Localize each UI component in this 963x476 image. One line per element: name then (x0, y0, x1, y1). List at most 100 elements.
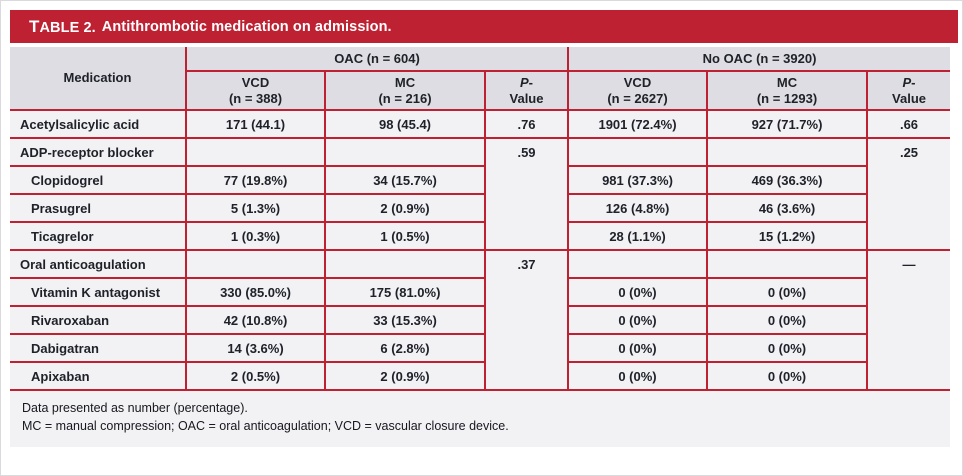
col-header-p-value-oac: P- Value (484, 69, 569, 112)
cell-p-oac: .37 (484, 249, 569, 392)
row-label: Clopidogrel (10, 165, 187, 196)
row-label: Oral anticoagulation (10, 249, 187, 280)
col-header-medication: Medication (10, 47, 187, 112)
cell-oac-mc: 2 (0.9%) (324, 193, 486, 224)
cell-oac-mc (324, 249, 486, 280)
cell-no-oac-mc: 0 (0%) (706, 333, 868, 364)
cell-oac-vcd (185, 137, 326, 168)
row-label: Dabigatran (10, 333, 187, 364)
col-header-oac-vcd: VCD (n = 388) (185, 69, 326, 112)
p-value-word: Value (509, 90, 544, 106)
col-header-oac-mc: MC (n = 216) (324, 69, 486, 112)
table-row-vitamin-k-antagonist: Vitamin K antagonist 330 (85.0%) 175 (81… (10, 277, 950, 308)
cell-no-oac-mc (706, 249, 868, 280)
col-header-no-oac-vcd-line1: VCD (623, 75, 652, 90)
col-header-oac-vcd-line1: VCD (241, 75, 270, 90)
cell-no-oac-vcd: 126 (4.8%) (567, 193, 708, 224)
medication-table: Medication OAC (n = 604) No OAC (n = 392… (10, 47, 951, 392)
cell-no-oac-mc: 0 (0%) (706, 361, 868, 392)
table-row-prasugrel: Prasugrel 5 (1.3%) 2 (0.9%) 126 (4.8%) 4… (10, 193, 950, 224)
cell-oac-vcd: 14 (3.6%) (185, 333, 326, 364)
cell-no-oac-mc: 469 (36.3%) (706, 165, 868, 196)
row-label: Rivaroxaban (10, 305, 187, 336)
cell-no-oac-vcd: 0 (0%) (567, 305, 708, 336)
cell-oac-mc: 6 (2.8%) (324, 333, 486, 364)
cell-oac-mc: 2 (0.9%) (324, 361, 486, 392)
cell-no-oac-vcd: 0 (0%) (567, 361, 708, 392)
row-label: ADP-receptor blocker (10, 137, 187, 168)
table-body: Acetylsalicylic acid 171 (44.1) 98 (45.4… (10, 109, 951, 392)
cell-p-no-oac: — (865, 249, 951, 392)
cell-oac-vcd: 42 (10.8%) (185, 305, 326, 336)
cell-no-oac-mc: 15 (1.2%) (706, 221, 868, 252)
cell-p-oac: .76 (484, 109, 569, 140)
p-value-hyphen: - (528, 75, 533, 90)
col-header-no-oac-vcd-line2: (n = 2627) (607, 90, 668, 106)
cell-oac-mc (324, 137, 486, 168)
table-row-rivaroxaban: Rivaroxaban 42 (10.8%) 33 (15.3%) 0 (0%)… (10, 305, 950, 336)
table-row-acetylsalicylic-acid: Acetylsalicylic acid 171 (44.1) 98 (45.4… (10, 109, 951, 140)
table-title-bar: TABLE 2. Antithrombotic medication on ad… (10, 10, 958, 43)
group-header-no-oac: No OAC (n = 3920) (566, 47, 951, 72)
cell-no-oac-vcd: 0 (0%) (567, 277, 708, 308)
cell-oac-vcd: 2 (0.5%) (185, 361, 326, 392)
cell-p-no-oac: .25 (865, 137, 951, 252)
cell-oac-mc: 175 (81.0%) (324, 277, 486, 308)
table-footnotes: Data presented as number (percentage). M… (10, 391, 950, 440)
cell-no-oac-vcd: 28 (1.1%) (567, 221, 708, 252)
cell-oac-mc: 34 (15.7%) (324, 165, 486, 196)
cell-oac-mc: 33 (15.3%) (324, 305, 486, 336)
p-value-hyphen: - (911, 75, 916, 90)
cell-oac-vcd (185, 249, 326, 280)
row-label: Vitamin K antagonist (10, 277, 187, 308)
table-row-dabigatran: Dabigatran 14 (3.6%) 6 (2.8%) 0 (0%) 0 (… (10, 333, 950, 364)
col-header-oac-mc-line2: (n = 216) (378, 90, 432, 106)
table-title-text: Antithrombotic medication on admission. (101, 18, 392, 35)
cell-oac-vcd: 171 (44.1) (185, 109, 326, 140)
table-header: Medication OAC (n = 604) No OAC (n = 392… (10, 47, 951, 112)
col-header-oac-vcd-line2: (n = 388) (228, 90, 283, 106)
table-row-clopidogrel: Clopidogrel 77 (19.8%) 34 (15.7%) 981 (3… (10, 165, 950, 196)
col-header-p-value-no-oac: P- Value (865, 69, 951, 112)
table-title-label: TABLE 2. (29, 16, 96, 36)
cell-oac-vcd: 77 (19.8%) (185, 165, 326, 196)
table-row-adp-receptor-blocker: ADP-receptor blocker .59 .25 (10, 137, 951, 252)
row-label: Acetylsalicylic acid (10, 109, 187, 140)
cell-oac-vcd: 1 (0.3%) (185, 221, 326, 252)
cell-oac-vcd: 330 (85.0%) (185, 277, 326, 308)
footnote-line-2: MC = manual compression; OAC = oral anti… (22, 418, 509, 433)
col-header-oac-mc-line1: MC (394, 75, 416, 90)
header-sub-row: VCD (n = 388) MC (n = 216) P- Value VCD … (10, 69, 951, 112)
cell-no-oac-mc: 0 (0%) (706, 277, 868, 308)
cell-oac-mc: 98 (45.4) (324, 109, 486, 140)
cell-no-oac-mc (706, 137, 868, 168)
table-block: Medication OAC (n = 604) No OAC (n = 392… (10, 47, 951, 447)
cell-oac-mc: 1 (0.5%) (324, 221, 486, 252)
cell-no-oac-mc: 46 (3.6%) (706, 193, 868, 224)
cell-no-oac-mc: 927 (71.7%) (706, 109, 868, 140)
cell-no-oac-vcd (567, 249, 708, 280)
table-row-oral-anticoagulation: Oral anticoagulation .37 — (10, 249, 951, 392)
col-header-no-oac-mc-line1: MC (776, 75, 798, 90)
cell-no-oac-vcd (567, 137, 708, 168)
table-row-ticagrelor: Ticagrelor 1 (0.3%) 1 (0.5%) 28 (1.1%) 1… (10, 221, 950, 252)
cell-no-oac-vcd: 1901 (72.4%) (567, 109, 708, 140)
cell-no-oac-vcd: 0 (0%) (567, 333, 708, 364)
p-value-word: Value (892, 90, 926, 106)
group-header-oac: OAC (n = 604) (185, 47, 569, 72)
header-group-row: Medication OAC (n = 604) No OAC (n = 392… (10, 47, 951, 112)
table-row-apixaban: Apixaban 2 (0.5%) 2 (0.9%) 0 (0%) 0 (0%) (10, 361, 950, 392)
p-value-symbol: P (902, 75, 912, 90)
col-header-no-oac-mc-line2: (n = 1293) (756, 90, 818, 106)
col-header-no-oac-vcd: VCD (n = 2627) (567, 69, 708, 112)
row-label: Apixaban (10, 361, 187, 392)
p-value-symbol: P (519, 75, 529, 90)
row-label: Ticagrelor (10, 221, 187, 252)
col-header-no-oac-mc: MC (n = 1293) (706, 69, 868, 112)
footnote-line-1: Data presented as number (percentage). (22, 401, 248, 416)
cell-no-oac-mc: 0 (0%) (706, 305, 868, 336)
cell-p-no-oac: .66 (865, 109, 951, 140)
cell-no-oac-vcd: 981 (37.3%) (567, 165, 708, 196)
cell-oac-vcd: 5 (1.3%) (185, 193, 326, 224)
